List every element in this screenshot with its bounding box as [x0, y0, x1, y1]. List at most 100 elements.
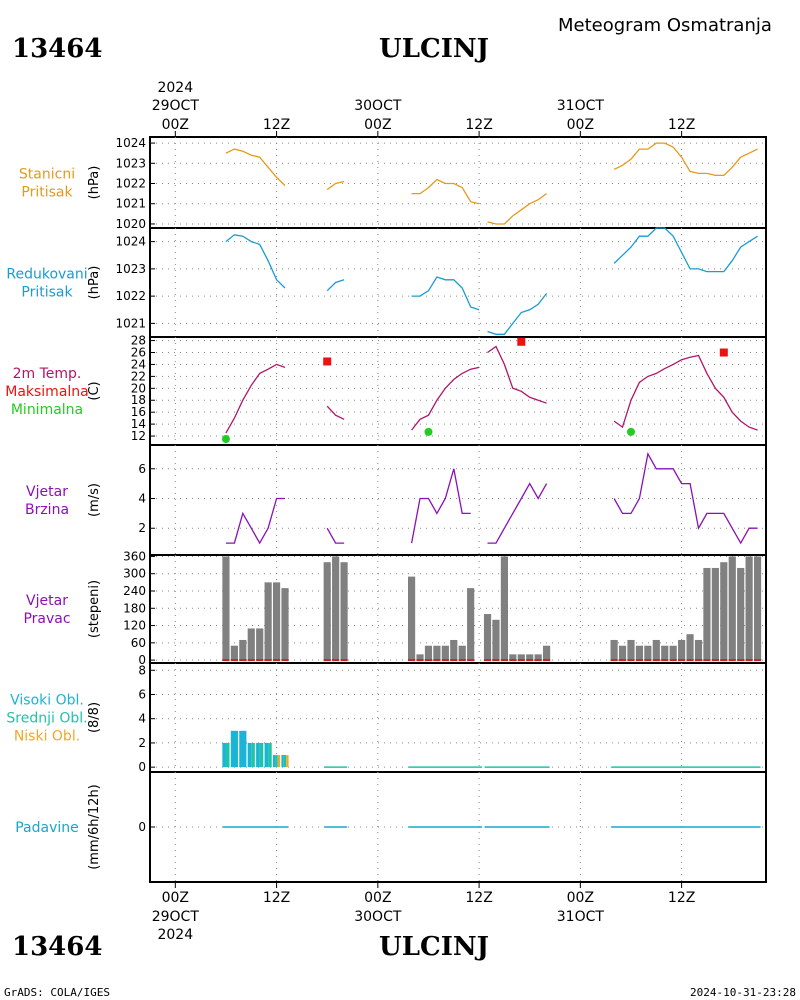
wind-direction-bar: [669, 645, 677, 661]
date-label: 30OCT: [354, 98, 402, 114]
hour-label: 00Z: [364, 117, 391, 133]
footer-timestamp: 2024-10-31-23:28: [690, 986, 796, 999]
y-tick-label: 12: [131, 429, 146, 443]
wind-direction-bar: [694, 639, 703, 661]
series-line: [487, 193, 547, 225]
y-tick-label: 1022: [115, 289, 146, 303]
wind-direction-bar: [441, 645, 449, 661]
wind-direction-bar: [618, 645, 627, 661]
wind-direction-bar: [239, 639, 247, 661]
wind-direction-bar: [230, 645, 238, 661]
tmin-marker: [626, 427, 635, 436]
date-label: 31OCT: [557, 98, 605, 114]
wind-direction-bar: [433, 645, 441, 661]
y-tick-label: 240: [123, 584, 146, 598]
station-id-top: 13464: [12, 34, 102, 64]
wind-direction-bar: [728, 556, 736, 661]
panel-reduced-pressure: 1021 1022 1023 1024 (hPa)Redukovani Pritisak: [6, 227, 767, 338]
y-tick-label: 4: [138, 712, 146, 726]
panel-precipitation: 0 (mm/6h/12h) Padavine: [15, 771, 767, 883]
y-tick-label: 1022: [115, 177, 146, 191]
wind-direction-bar: [483, 614, 492, 661]
station-name-top: ULCINJ: [379, 34, 489, 64]
station-id-bottom: 13464: [12, 932, 102, 962]
hour-label: 12Z: [263, 117, 290, 133]
legend-label: 2m Temp.: [13, 366, 82, 382]
y-axis-label: (8/8): [87, 702, 102, 733]
cloud-bar: [268, 742, 272, 768]
hour-label: 12Z: [465, 890, 492, 906]
legend-label: Brzina: [25, 502, 69, 518]
date-label: 31OCT: [557, 909, 605, 925]
series-line: [411, 366, 480, 431]
wind-direction-bar: [745, 556, 753, 661]
y-tick-label: 24: [131, 357, 146, 371]
y-tick-label: 0: [138, 760, 146, 774]
series-line: [613, 227, 758, 273]
wind-direction-bar: [720, 562, 728, 661]
y-tick-label: 28: [131, 334, 146, 348]
legend-label: Niski Obl.: [14, 729, 80, 745]
series-line: [410, 468, 471, 544]
y-tick-label: 60: [131, 636, 146, 650]
hour-label: 00Z: [364, 890, 391, 906]
wind-direction-bar: [711, 567, 719, 661]
wind-direction-bar: [509, 654, 517, 661]
panel-wind-speed: 2 4 6 (m/s) Vjetar Brzina: [25, 444, 767, 556]
cloud-bar: [277, 755, 281, 768]
wind-direction-bar: [703, 567, 711, 661]
wind-direction-bar: [661, 645, 669, 661]
legend-label: Pritisak: [21, 285, 73, 301]
series-line: [613, 142, 758, 177]
series-line: [225, 363, 286, 434]
legend-label: Vjetar: [26, 484, 68, 500]
wind-direction-bar: [610, 639, 618, 661]
panel-frame: [149, 227, 767, 338]
station-name-bottom: ULCINJ: [379, 932, 489, 962]
wind-direction-bar: [543, 645, 551, 661]
series-line: [613, 354, 758, 431]
cloud-bar: [225, 742, 230, 768]
legend-label: Stanicni: [19, 167, 75, 183]
legend-label: Srednji Obl.: [6, 711, 87, 727]
y-tick-label: 1021: [115, 316, 146, 330]
cloud-bar: [264, 742, 269, 768]
legend-label: Padavine: [15, 820, 79, 836]
cloud-bar: [251, 742, 255, 768]
series-line: [326, 527, 345, 544]
y-axis-label: (hPa): [87, 266, 102, 300]
y-axis-label: (C): [87, 381, 102, 400]
wind-direction-bar: [492, 619, 500, 661]
y-tick-label: 1021: [115, 197, 146, 211]
wind-direction-bar: [408, 576, 416, 661]
tmax-marker: [323, 357, 332, 366]
y-tick-label: 18: [131, 393, 146, 407]
header: 13464 ULCINJ Meteogram Osmatranja: [12, 15, 772, 64]
wind-direction-bar: [753, 556, 762, 661]
y-tick-label: 8: [138, 663, 146, 677]
tmin-marker: [424, 427, 433, 436]
cloud-bar: [272, 755, 276, 768]
legend-label: Visoki Obl.: [10, 693, 84, 709]
hour-label: 00Z: [567, 890, 594, 906]
year-label: 2024: [157, 80, 193, 96]
cloud-bar: [256, 742, 260, 768]
wind-direction-bar: [635, 645, 644, 661]
panel-wind-direction: 0 60 120 180 240 300 360 (stepeni) Vjetar Pravac: [23, 549, 767, 667]
y-axis-label: (mm/6h/12h): [87, 784, 102, 870]
hour-label: 12Z: [668, 890, 695, 906]
series-line: [613, 452, 758, 545]
series-line: [487, 293, 548, 335]
time-axis-top: 00Z 12Z 00Z 12Z 00Z 12Z 29OCT 30OCT 31OCT 2024: [152, 80, 695, 137]
wind-direction-bar: [272, 582, 281, 661]
wind-direction-bar: [737, 567, 745, 661]
date-label: 29OCT: [152, 909, 200, 925]
wind-direction-bar: [450, 639, 458, 661]
wind-direction-bar: [686, 634, 694, 661]
panel-frame: [149, 444, 767, 556]
y-tick-label: 26: [131, 346, 146, 360]
wind-direction-bar: [526, 654, 534, 661]
date-label: 30OCT: [354, 909, 402, 925]
y-tick-label: 1023: [115, 262, 146, 276]
